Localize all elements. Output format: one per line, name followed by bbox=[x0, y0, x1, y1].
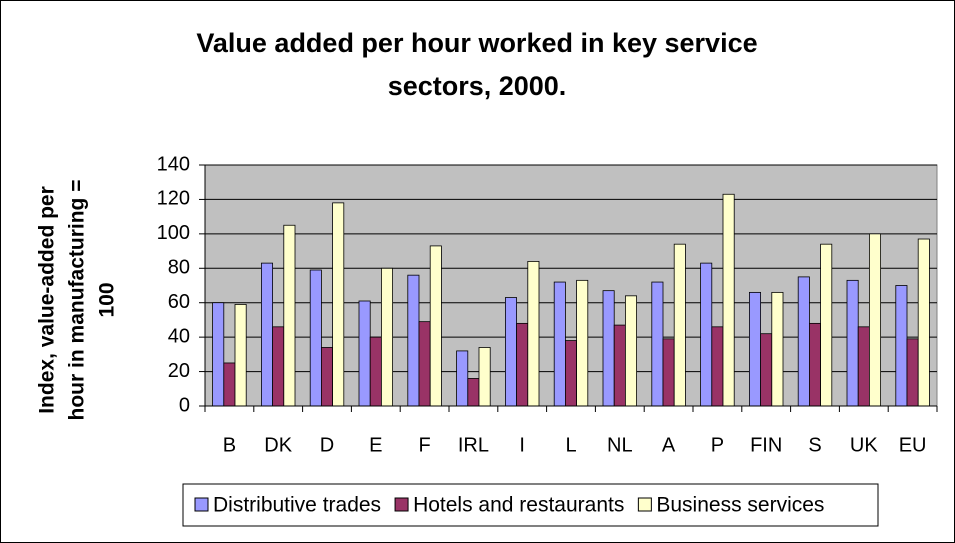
x-tick-label: FIN bbox=[750, 434, 782, 456]
bar bbox=[369, 336, 382, 407]
bar bbox=[223, 362, 236, 407]
y-axis-label: 100 bbox=[96, 282, 119, 317]
legend-swatch bbox=[394, 497, 409, 512]
bar bbox=[673, 243, 686, 407]
chart-title: sectors, 2000. bbox=[388, 71, 567, 101]
bar bbox=[700, 262, 713, 407]
bar bbox=[478, 347, 491, 407]
bar bbox=[797, 276, 810, 407]
bar bbox=[906, 338, 919, 407]
bar bbox=[504, 297, 517, 407]
x-tick-label: L bbox=[565, 434, 576, 456]
bar bbox=[820, 243, 833, 407]
bar bbox=[527, 260, 540, 407]
y-tick-label: 140 bbox=[157, 153, 190, 175]
bar bbox=[771, 291, 784, 407]
x-tick-label: D bbox=[320, 434, 334, 456]
bar bbox=[576, 279, 589, 407]
bar bbox=[869, 233, 882, 407]
x-tick-label: EU bbox=[899, 434, 927, 456]
y-tick-label: 100 bbox=[157, 222, 190, 244]
bar bbox=[467, 378, 480, 407]
bar bbox=[272, 326, 285, 407]
bar bbox=[722, 193, 735, 407]
bar bbox=[283, 224, 296, 407]
y-axis-label: hour in manufacturing = bbox=[66, 180, 89, 421]
bar bbox=[429, 245, 442, 407]
bar bbox=[380, 267, 393, 407]
y-axis-label: Index, value-added per bbox=[36, 186, 59, 414]
legend-label: Business services bbox=[656, 494, 824, 517]
x-tick-label: P bbox=[711, 434, 724, 456]
bar bbox=[553, 281, 566, 407]
bar bbox=[516, 322, 529, 407]
x-tick-label: E bbox=[369, 434, 382, 456]
bar bbox=[260, 262, 273, 407]
bar bbox=[749, 291, 762, 407]
legend-label: Distributive trades bbox=[213, 494, 381, 517]
x-tick-label: NL bbox=[607, 434, 633, 456]
legend-box bbox=[182, 483, 879, 527]
bar bbox=[760, 333, 773, 407]
x-tick-label: DK bbox=[264, 434, 292, 456]
x-tick-label: IRL bbox=[458, 434, 489, 456]
bar bbox=[662, 338, 675, 407]
bar bbox=[711, 326, 724, 407]
y-tick-label: 20 bbox=[168, 360, 190, 382]
x-tick-label: B bbox=[223, 434, 236, 456]
bar bbox=[358, 300, 371, 407]
bar bbox=[407, 274, 420, 407]
x-tick-label: S bbox=[808, 434, 821, 456]
legend-swatch bbox=[194, 497, 209, 512]
bar bbox=[309, 269, 322, 407]
y-tick-label: 120 bbox=[157, 188, 190, 210]
bar bbox=[857, 326, 870, 407]
bar bbox=[809, 322, 822, 407]
bar bbox=[332, 202, 345, 407]
bar bbox=[846, 279, 859, 407]
chart-title: Value added per hour worked in key servi… bbox=[196, 28, 757, 58]
bar bbox=[917, 238, 930, 407]
y-tick-label: 0 bbox=[179, 394, 190, 416]
y-tick-label: 80 bbox=[168, 257, 190, 279]
bar bbox=[456, 350, 469, 407]
y-tick-label: 40 bbox=[168, 325, 190, 347]
x-tick-label: I bbox=[519, 434, 525, 456]
bar bbox=[625, 295, 638, 407]
bar bbox=[418, 321, 431, 407]
bar bbox=[895, 285, 908, 407]
bar bbox=[565, 340, 578, 407]
x-tick-label: F bbox=[418, 434, 430, 456]
bar bbox=[602, 290, 615, 407]
legend-label: Hotels and restaurants bbox=[413, 494, 624, 517]
bar bbox=[234, 304, 247, 407]
legend-swatch bbox=[637, 497, 652, 512]
bar bbox=[212, 302, 225, 407]
x-tick-label: A bbox=[662, 434, 676, 456]
bar bbox=[613, 324, 626, 407]
y-tick-label: 60 bbox=[168, 291, 190, 313]
bar bbox=[651, 281, 664, 407]
bar bbox=[320, 347, 333, 407]
x-tick-label: UK bbox=[850, 434, 878, 456]
